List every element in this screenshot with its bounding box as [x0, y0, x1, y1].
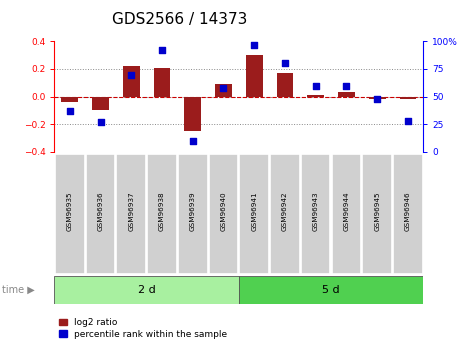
Text: 2 d: 2 d — [138, 285, 156, 295]
Bar — [307, 95, 324, 97]
FancyBboxPatch shape — [239, 276, 423, 304]
Point — [219, 85, 227, 90]
FancyBboxPatch shape — [362, 154, 392, 274]
FancyBboxPatch shape — [332, 154, 361, 274]
Bar — [369, 97, 385, 99]
FancyBboxPatch shape — [239, 154, 269, 274]
FancyBboxPatch shape — [55, 154, 85, 274]
Text: time ▶: time ▶ — [2, 285, 35, 295]
Text: GSM96945: GSM96945 — [374, 191, 380, 231]
Point — [281, 61, 289, 66]
Point — [374, 96, 381, 101]
Text: GSM96936: GSM96936 — [97, 191, 104, 231]
Bar — [338, 92, 355, 97]
Bar — [61, 97, 78, 102]
Text: GSM96935: GSM96935 — [67, 191, 73, 231]
Text: GSM96937: GSM96937 — [128, 191, 134, 231]
Point — [312, 83, 320, 88]
Point — [342, 83, 350, 88]
Text: GSM96941: GSM96941 — [251, 191, 257, 231]
Point — [96, 119, 104, 125]
Bar — [400, 97, 416, 99]
Point — [189, 138, 197, 144]
Text: GSM96942: GSM96942 — [282, 191, 288, 231]
Bar — [123, 66, 140, 97]
Bar — [246, 55, 263, 97]
FancyBboxPatch shape — [86, 154, 115, 274]
Point — [66, 108, 74, 114]
FancyBboxPatch shape — [301, 154, 331, 274]
FancyBboxPatch shape — [147, 154, 177, 274]
Bar — [277, 73, 293, 97]
Bar — [184, 97, 201, 131]
Point — [251, 42, 258, 48]
Text: 5 d: 5 d — [322, 285, 340, 295]
Bar — [154, 68, 170, 97]
Text: GSM96944: GSM96944 — [343, 191, 350, 231]
FancyBboxPatch shape — [209, 154, 238, 274]
Point — [128, 72, 135, 77]
Point — [404, 118, 412, 124]
FancyBboxPatch shape — [178, 154, 208, 274]
Text: GSM96943: GSM96943 — [313, 191, 319, 231]
FancyBboxPatch shape — [393, 154, 423, 274]
Bar — [215, 84, 232, 97]
Text: GSM96946: GSM96946 — [405, 191, 411, 231]
Text: GSM96939: GSM96939 — [190, 191, 196, 231]
FancyBboxPatch shape — [54, 276, 239, 304]
Text: GSM96938: GSM96938 — [159, 191, 165, 231]
Legend: log2 ratio, percentile rank within the sample: log2 ratio, percentile rank within the s… — [55, 315, 231, 343]
Text: GDS2566 / 14373: GDS2566 / 14373 — [112, 12, 247, 27]
Text: GSM96940: GSM96940 — [220, 191, 227, 231]
FancyBboxPatch shape — [270, 154, 300, 274]
Point — [158, 48, 166, 53]
FancyBboxPatch shape — [116, 154, 146, 274]
Bar — [92, 97, 109, 110]
